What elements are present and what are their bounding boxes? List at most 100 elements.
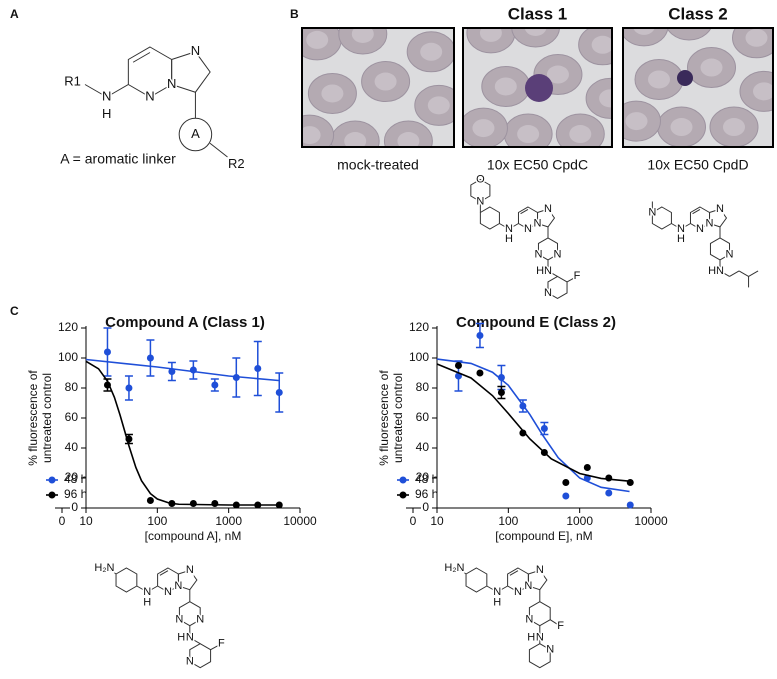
legend-label: 48 h — [64, 472, 87, 486]
legend-label: 96 h — [415, 487, 438, 501]
bond-ring — [171, 51, 211, 93]
atom-label: H — [102, 106, 111, 121]
red-cell-center — [479, 28, 502, 42]
red-cell-center — [700, 58, 723, 77]
atom-label: F — [218, 638, 225, 650]
atom-label: N — [476, 195, 484, 207]
red-cell-center — [648, 70, 670, 89]
data-point — [103, 381, 111, 389]
red-cell-center — [591, 35, 612, 54]
atom-label: F — [574, 270, 581, 282]
atom-label: N — [544, 287, 552, 299]
data-point — [454, 362, 462, 369]
bond — [146, 585, 158, 593]
y-axis-label: untreated control — [391, 373, 405, 463]
legend-marker — [399, 491, 407, 499]
bond-ring — [177, 569, 198, 591]
legend-label: 96 h — [64, 487, 87, 501]
atom-label: R2 — [228, 156, 245, 171]
red-cell-center — [494, 77, 517, 96]
atom-label: N — [546, 644, 554, 656]
micrograph-caption: mock-treated — [337, 157, 419, 173]
red-cell — [623, 28, 669, 47]
red-cell-center — [670, 118, 693, 137]
bond-ring — [479, 206, 500, 230]
data-point — [254, 501, 262, 509]
atom-label: N — [544, 265, 552, 277]
bond — [719, 270, 730, 277]
fit-line — [436, 358, 630, 493]
micrograph-frame — [301, 27, 455, 148]
red-cell-center — [397, 132, 420, 147]
chart: Compound E (Class 2) 00 20 40 60 80 100 120 10 10… — [377, 314, 668, 543]
bond-ring — [465, 567, 488, 593]
atom-label: H — [505, 233, 513, 245]
data-point — [189, 366, 197, 374]
atom-label: N — [524, 223, 532, 235]
x-tick-label: 1000 — [215, 514, 242, 528]
bond — [566, 277, 575, 283]
data-point — [125, 435, 133, 443]
atom-label: N — [648, 206, 656, 218]
y-tick-label: 60 — [65, 410, 79, 424]
bond-ring — [115, 567, 138, 593]
y-tick-label: 20 — [416, 470, 430, 484]
atom-label: N — [174, 580, 182, 592]
x-tick-label: 10000 — [634, 514, 668, 528]
atom-label: F — [557, 620, 564, 632]
data-point — [232, 374, 240, 381]
atom-label: H — [708, 265, 716, 277]
atom-label: N — [102, 88, 111, 103]
scaffold-caption: A = aromatic linker — [60, 151, 176, 167]
fit-line — [436, 363, 630, 482]
atom-label: N — [726, 248, 734, 260]
atom-label: N — [716, 265, 724, 277]
bond-ring — [527, 569, 548, 591]
data-point — [562, 492, 570, 500]
atom-label: N — [164, 586, 172, 598]
bond — [84, 84, 107, 98]
red-cell — [511, 28, 561, 48]
atom-label: H₂N — [94, 562, 114, 574]
red-cell-center — [472, 119, 495, 138]
data-point — [519, 429, 527, 437]
bond — [748, 270, 759, 277]
atom-label: N — [696, 223, 704, 235]
bond — [520, 208, 529, 215]
atom-label: N — [514, 586, 522, 598]
data-point — [168, 368, 176, 375]
data-point — [189, 500, 197, 507]
panel-label: A — [10, 7, 19, 21]
atom-label: N — [186, 632, 194, 644]
micrograph-title: Class 2 — [668, 4, 728, 23]
y-tick-label: 60 — [416, 410, 430, 424]
y-axis-label: % fluorescence of — [377, 370, 391, 466]
y-axis-label: untreated control — [40, 373, 54, 463]
atom-label: H — [493, 597, 501, 609]
red-cell-center — [633, 28, 655, 35]
bond — [508, 223, 519, 230]
red-cell — [666, 28, 712, 41]
red-cell-center — [321, 84, 344, 103]
red-cell-center — [302, 126, 321, 145]
y-tick-label: 40 — [416, 440, 430, 454]
linker-ring — [178, 117, 213, 152]
micrograph — [463, 28, 612, 147]
bond — [109, 569, 117, 575]
atom-label: N — [186, 564, 194, 576]
data-point — [562, 479, 570, 486]
micrograph-frame — [622, 27, 774, 148]
micrograph — [623, 28, 773, 147]
data-point — [476, 369, 484, 377]
legend-marker — [399, 476, 407, 484]
bond — [159, 570, 169, 576]
red-cell-center — [625, 112, 648, 131]
red-cell-center — [546, 65, 569, 84]
red-cell-center — [524, 28, 547, 36]
data-point — [232, 501, 240, 509]
atom-label: H — [677, 233, 685, 245]
bond — [459, 569, 467, 575]
y-tick-label: 80 — [65, 380, 79, 394]
